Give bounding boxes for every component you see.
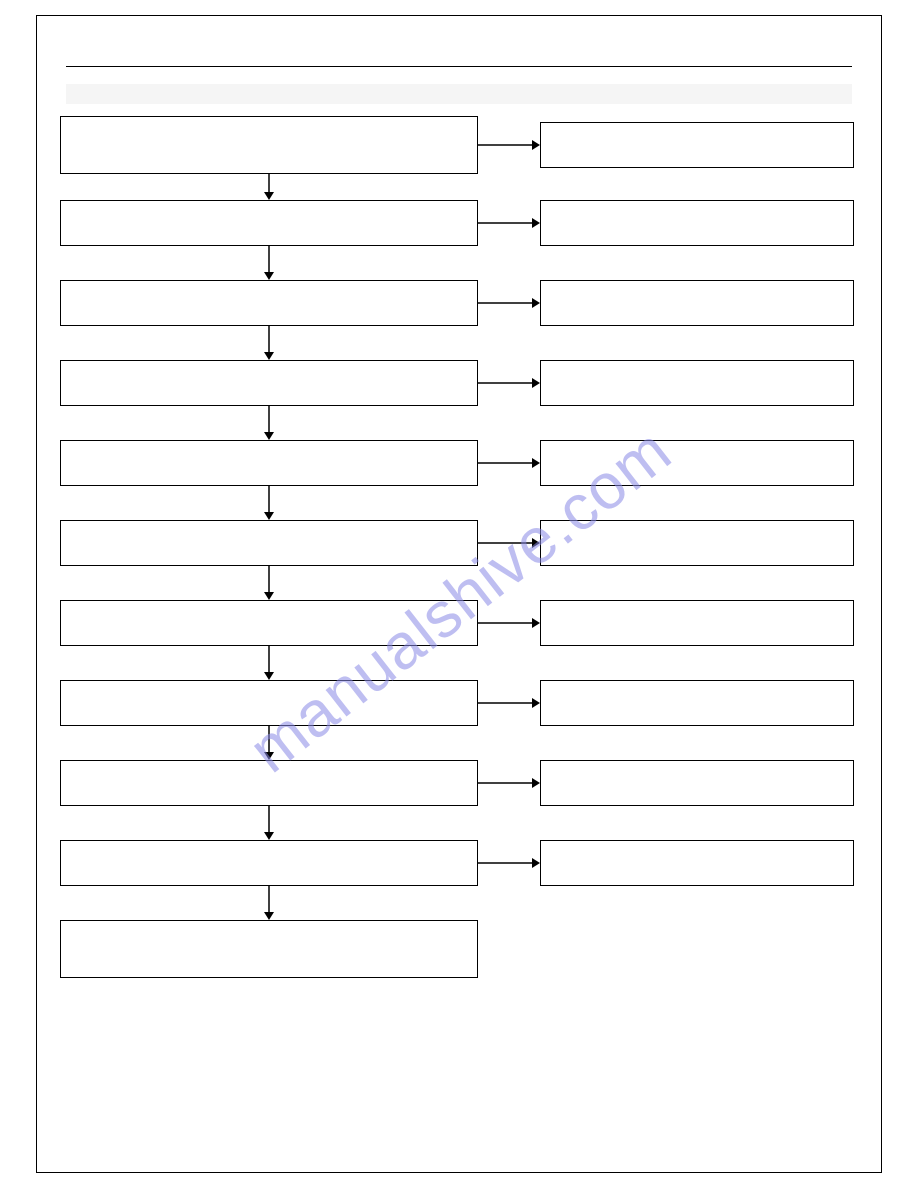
flow-step-right-4: [540, 440, 854, 486]
flow-step-left-3: [60, 360, 478, 406]
flow-step-left-2: [60, 280, 478, 326]
flow-step-right-5: [540, 520, 854, 566]
flow-step-right-6: [540, 600, 854, 646]
flow-step-right-1: [540, 200, 854, 246]
flow-step-left-8: [60, 760, 478, 806]
flow-step-right-2: [540, 280, 854, 326]
flow-step-right-9: [540, 840, 854, 886]
header-rule: [66, 66, 852, 67]
flow-step-right-8: [540, 760, 854, 806]
flow-step-right-7: [540, 680, 854, 726]
flow-step-left-6: [60, 600, 478, 646]
flow-step-left-5: [60, 520, 478, 566]
header-band: [66, 84, 852, 104]
flow-step-left-1: [60, 200, 478, 246]
flow-step-left-4: [60, 440, 478, 486]
flow-step-right-0: [540, 122, 854, 168]
flow-step-left-9: [60, 840, 478, 886]
flow-step-left-10: [60, 920, 478, 978]
flow-step-left-0: [60, 116, 478, 174]
flow-step-left-7: [60, 680, 478, 726]
flow-step-right-3: [540, 360, 854, 406]
page-frame: [36, 15, 882, 1173]
